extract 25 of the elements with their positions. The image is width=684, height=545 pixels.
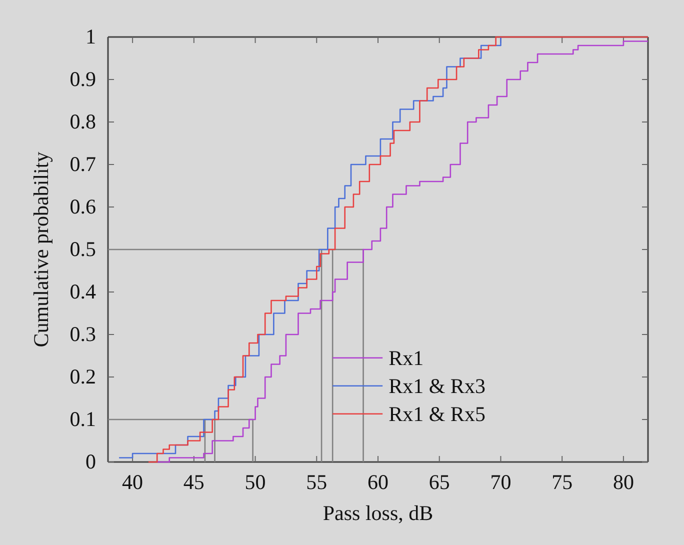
x-tick-label: 40 [122,470,144,494]
y-axis-title: Cumulative probability [29,151,53,348]
x-tick-label: 70 [490,470,512,494]
x-axis-title: Pass loss, dB [322,501,434,525]
x-tick-label: 80 [612,470,634,494]
y-tick-label: 0.2 [70,364,96,389]
y-tick-label: 0.7 [70,152,96,176]
y-tick-label: 0 [86,450,96,474]
x-tick-label: 75 [552,470,573,494]
y-tick-label: 0.1 [70,407,96,432]
y-tick-label: 1 [86,24,96,49]
x-tick-label: 55 [306,470,328,494]
y-tick-label: 0.6 [70,194,96,219]
y-tick-label: 0.8 [70,110,96,134]
x-tick-label: 60 [368,470,388,494]
x-tick-label: 45 [183,470,204,494]
legend-label: Rx1 & Rx3 [388,374,486,398]
y-tick-label: 0.9 [70,67,96,92]
y-tick-label: 0.3 [70,322,96,346]
y-tick-label: 0.5 [70,237,96,262]
x-tick-label: 65 [428,470,450,494]
x-tick-label: 50 [244,470,266,494]
legend-label: Rx1 [388,346,424,370]
y-tick-label: 0.4 [70,280,96,304]
legend-label: Rx1 & Rx5 [388,402,486,426]
